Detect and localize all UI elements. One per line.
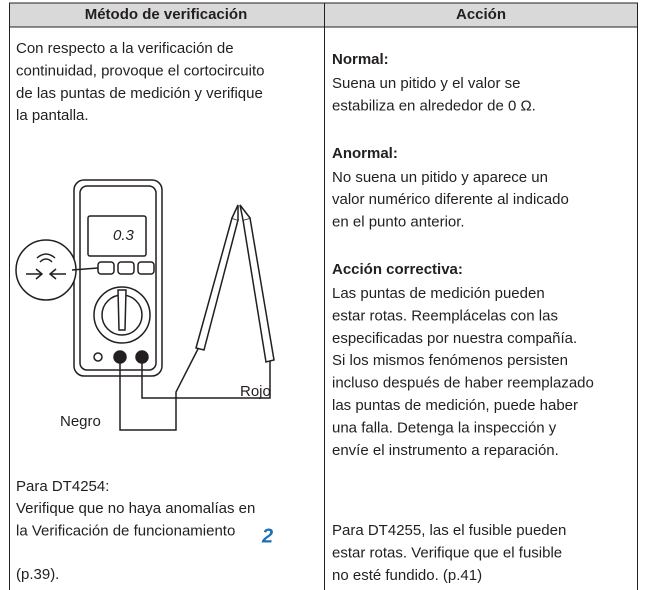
body-line: estar rotas. Verifique que el fusible bbox=[332, 544, 562, 561]
body-line: de las puntas de medición y verifique bbox=[16, 85, 263, 102]
body-line: las puntas de medición, puede haber bbox=[332, 397, 578, 414]
table-lines bbox=[9, 2, 638, 590]
header-cell: Método de verificación bbox=[85, 6, 248, 23]
body-line: valor numérico diferente al indicado bbox=[332, 191, 569, 208]
body-line: No suena un pitido y aparece un bbox=[332, 169, 548, 186]
body-line: Suena un pitido y el valor se bbox=[332, 75, 520, 92]
body-line: continuidad, provoque el cortocircuito bbox=[16, 62, 264, 79]
body-line: la Verificación de funcionamiento bbox=[16, 522, 235, 539]
body-line: Para DT4255, las el fusible pueden bbox=[332, 522, 566, 539]
body-line: envíe el instrumento a reparación. bbox=[332, 442, 559, 459]
body-line: incluso después de haber reemplazado bbox=[332, 375, 594, 392]
body-line: en el punto anterior. bbox=[332, 214, 465, 231]
header-cell: Acción bbox=[456, 6, 506, 23]
multimeter-figure bbox=[15, 179, 275, 431]
body-line: Las puntas de medición pueden bbox=[332, 285, 545, 302]
body-line: la pantalla. bbox=[16, 107, 89, 124]
body-line: Verifique que no haya anomalías en bbox=[16, 500, 255, 517]
note-title: Para DT4254: bbox=[16, 478, 109, 495]
figure-label: Negro bbox=[60, 413, 101, 430]
body-line: una falla. Detenga la inspección y bbox=[332, 419, 557, 436]
section-title: Normal: bbox=[332, 51, 389, 68]
page-ref-number: 2 bbox=[261, 525, 273, 547]
section-title: Anormal: bbox=[332, 145, 398, 162]
note-page: (p.39). bbox=[16, 566, 59, 583]
body-line: especificadas por nuestra compañía. bbox=[332, 330, 577, 347]
display-reading: 0.3 bbox=[113, 227, 135, 244]
body-line: estabiliza en alrededor de 0 Ω. bbox=[332, 97, 536, 114]
body-line: Con respecto a la verificación de bbox=[16, 40, 234, 57]
body-line: no esté fundido. (p.41) bbox=[332, 567, 482, 584]
body-line: Si los mismos fenómenos persisten bbox=[332, 352, 568, 369]
body-line: estar rotas. Reemplácelas con las bbox=[332, 307, 558, 324]
figure-label: Rojo bbox=[240, 383, 271, 400]
header-bg bbox=[9, 3, 638, 27]
section-title: Acción correctiva: bbox=[332, 261, 463, 278]
